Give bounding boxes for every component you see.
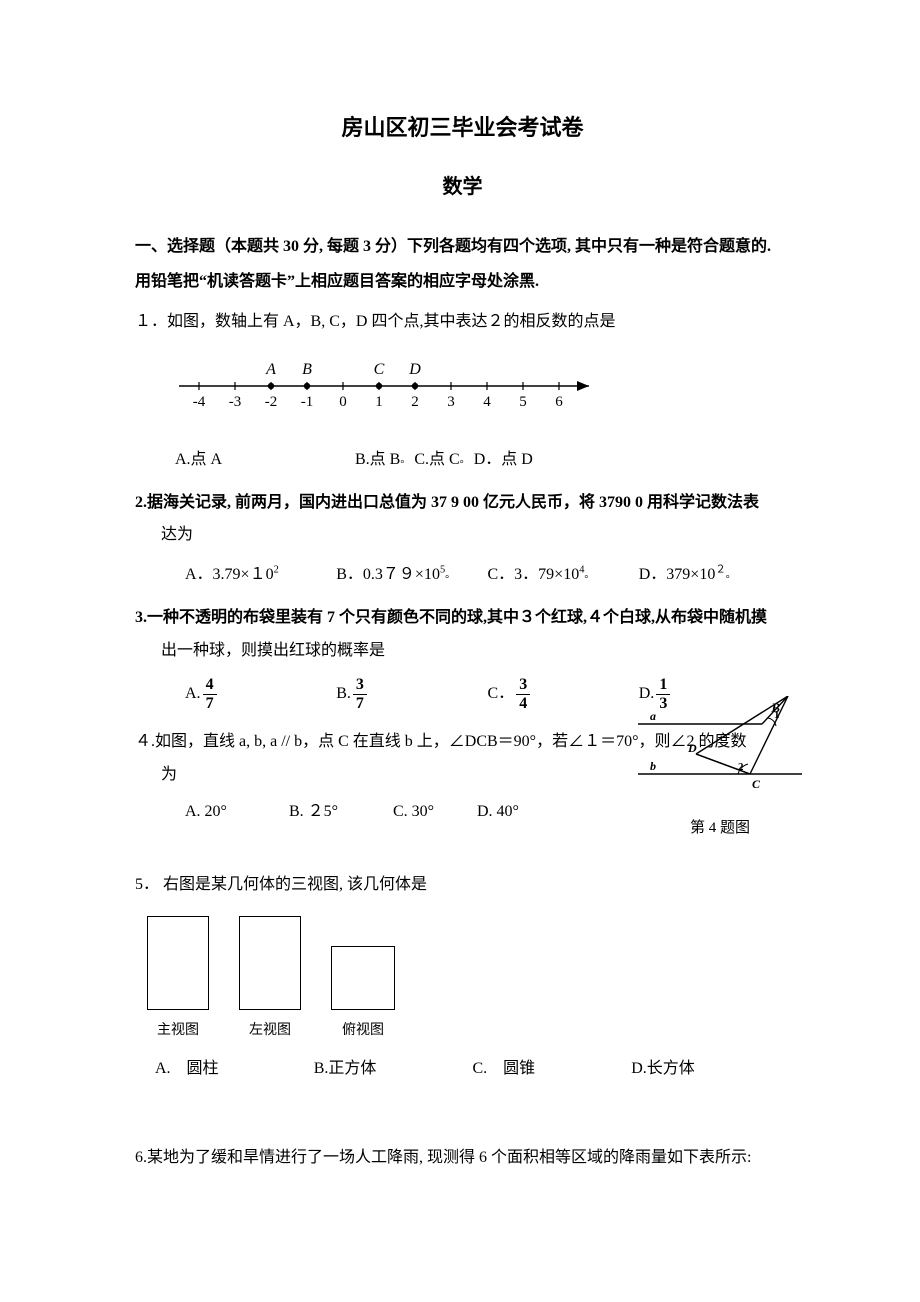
question-6: 6.某地为了缓和旱情进行了一场人工降雨, 现测得 6 个面积相等区域的降雨量如下… [135, 1142, 790, 1175]
q3-opt-c: C．34 [488, 677, 639, 712]
question-2: 2.据海关记录, 前两月，国内进出口总值为 37 9 00 亿元人民币，将 37… [135, 487, 790, 553]
svg-text:1: 1 [774, 709, 780, 721]
svg-text:D: D [408, 361, 421, 378]
svg-text:4: 4 [483, 394, 491, 410]
q2-opt-a: A．3.79×１02 [185, 562, 336, 588]
svg-text:-3: -3 [229, 394, 242, 410]
q2-opt-c: C．3．79×104。 [488, 562, 639, 588]
svg-text:-4: -4 [193, 394, 206, 410]
question-3: 3.一种不透明的布袋里装有 7 个只有颜色不同的球,其中３个红球,４个白球,从布… [135, 602, 790, 668]
q4-opt-a: A. 20° [185, 796, 285, 829]
doc-title: 房山区初三毕业会考试卷 [135, 110, 790, 145]
q5-views: 主视图 左视图 俯视图 [147, 916, 790, 1042]
question-1: １．如图，数轴上有 A，B, C，D 四个点,其中表达２的相反数的点是 [135, 306, 790, 339]
q5-stem: 5． 右图是某几何体的三视图, 该几何体是 [135, 876, 427, 893]
svg-text:6: 6 [555, 394, 563, 410]
q1-numberline: -4 -3 -2 -1 0 1 2 3 4 5 6 A B C D [169, 352, 790, 429]
svg-text:C: C [752, 777, 761, 791]
q3-opt-a: A.47 [185, 677, 336, 712]
question-5: 5． 右图是某几何体的三视图, 该几何体是 [135, 869, 790, 902]
q1-opt-a: A.点 A [175, 447, 355, 473]
svg-text:1: 1 [375, 394, 383, 410]
q5-opt-a: A. 圆柱 [155, 1056, 314, 1082]
q1-options: A.点 A B.点 B。 C.点 C。 D．点 D [135, 447, 790, 473]
svg-text:D: D [687, 741, 697, 755]
q1-opt-bcd: B.点 B。 C.点 C。 D．点 D [355, 447, 790, 473]
svg-text:2: 2 [411, 394, 419, 410]
doc-subject: 数学 [135, 171, 790, 203]
svg-text:B: B [302, 361, 312, 378]
svg-text:-2: -2 [265, 394, 278, 410]
q2-opt-d: D．379×10２。 [639, 562, 790, 588]
q5-opt-b: B.正方体 [314, 1056, 473, 1082]
q6-stem: 6.某地为了缓和旱情进行了一场人工降雨, 现测得 6 个面积相等区域的降雨量如下… [135, 1149, 751, 1166]
svg-text:0: 0 [339, 394, 347, 410]
svg-text:C: C [374, 361, 385, 378]
svg-text:a: a [650, 709, 656, 723]
q2-opt-b: B．0.3７９×105。 [336, 562, 487, 588]
svg-text:b: b [650, 759, 656, 773]
q2-options: A．3.79×１02 B．0.3７９×105。 C．3．79×104。 D．37… [135, 562, 790, 588]
q5-front-view: 主视图 [147, 916, 209, 1042]
q4-opt-c: C. 30° [393, 796, 473, 829]
q3-stem-l2: 出一种球，则摸出红球的概率是 [135, 635, 790, 668]
q5-top-view: 俯视图 [331, 946, 395, 1042]
svg-text:5: 5 [519, 394, 527, 410]
q4-opt-d: D. 40° [477, 796, 519, 829]
svg-text:A: A [265, 361, 276, 378]
q4-caption: 第 4 题图 [630, 813, 810, 844]
q3-stem-l1: 3.一种不透明的布袋里装有 7 个只有颜色不同的球,其中３个红球,４个白球,从布… [135, 609, 767, 626]
q5-opt-d: D.长方体 [631, 1056, 790, 1082]
q5-options: A. 圆柱 B.正方体 C. 圆锥 D.长方体 [135, 1056, 790, 1082]
q2-stem-l2: 达为 [135, 519, 790, 552]
q5-left-view: 左视图 [239, 916, 301, 1042]
q4-opt-b: B. ２5° [289, 796, 389, 829]
q1-stem: １．如图，数轴上有 A，B, C，D 四个点,其中表达２的相反数的点是 [135, 313, 615, 330]
q2-stem-l1: 2.据海关记录, 前两月，国内进出口总值为 37 9 00 亿元人民币，将 37… [135, 494, 759, 511]
q4-figure: a b D C 1 2 第 4 题图 [630, 696, 810, 844]
q3-opt-b: B.37 [336, 677, 487, 712]
question-4: a b D C 1 2 第 4 题图 ４.如图，直线 a, b, a // b，… [135, 726, 790, 828]
svg-text:-1: -1 [301, 394, 314, 410]
section-1-heading: 一、选择题（本题共 30 分, 每题 3 分）下列各题均有四个选项, 其中只有一… [135, 229, 790, 299]
svg-text:3: 3 [447, 394, 455, 410]
q5-opt-c: C. 圆锥 [473, 1056, 632, 1082]
